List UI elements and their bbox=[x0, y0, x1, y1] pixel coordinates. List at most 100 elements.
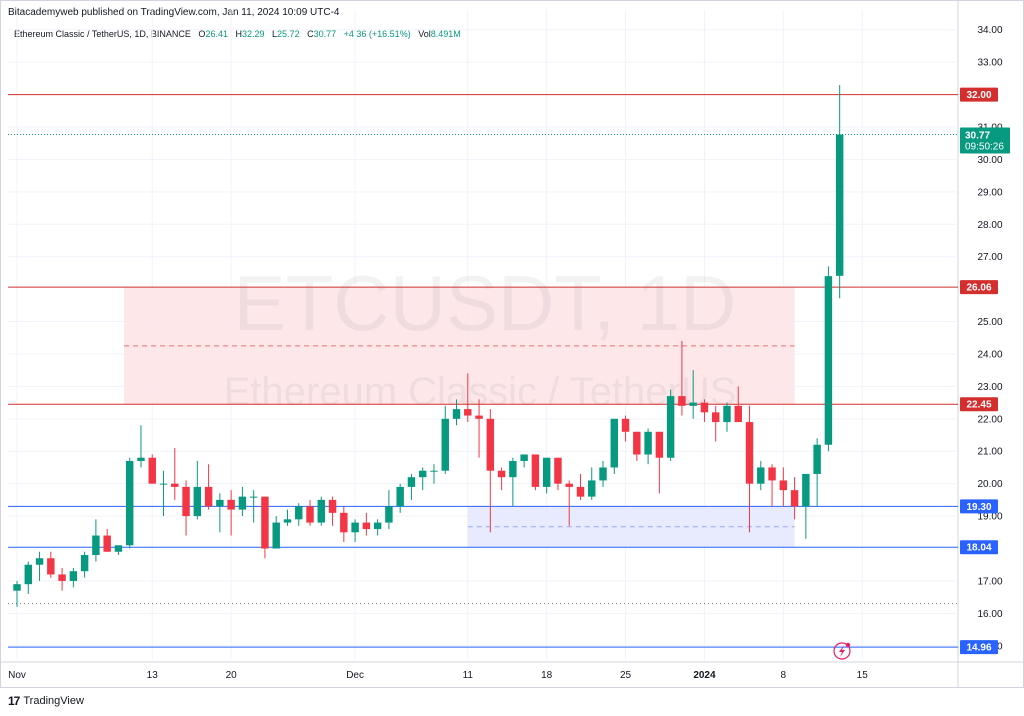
y-tick-label: 25.00 bbox=[977, 317, 1002, 328]
candle-down bbox=[261, 496, 269, 549]
candle-down bbox=[745, 422, 754, 484]
candle-down bbox=[58, 574, 66, 581]
candle-down bbox=[655, 431, 664, 458]
brand-name: TradingView bbox=[23, 695, 84, 707]
y-tick-label: 27.00 bbox=[977, 252, 1002, 263]
candle-up bbox=[813, 444, 821, 474]
candle-down bbox=[171, 483, 179, 487]
y-tick-label: 28.00 bbox=[977, 220, 1002, 231]
y-tick-label: 20.00 bbox=[977, 479, 1002, 490]
candle-down bbox=[711, 412, 720, 423]
last-price-badge bbox=[960, 127, 1010, 154]
candle-up bbox=[159, 483, 168, 485]
symbol-legend: Ethereum Classic / TetherUS, 1D, BINANCE… bbox=[14, 29, 461, 39]
candle-down bbox=[779, 480, 788, 491]
x-tick-label: Nov bbox=[8, 670, 26, 681]
legend-open-label: O bbox=[198, 29, 206, 39]
x-tick-label: Dec bbox=[346, 670, 364, 681]
x-tick-label: 25 bbox=[620, 670, 632, 681]
level-badge bbox=[960, 87, 998, 102]
x-tick-label: 20 bbox=[226, 670, 238, 681]
watermark-name: Ethereum Classic / TetherUS bbox=[224, 370, 737, 414]
candle-down bbox=[328, 499, 337, 513]
y-tick-label: 21.00 bbox=[977, 447, 1002, 458]
legend-volume: 8.491M bbox=[430, 29, 461, 39]
candle-down bbox=[565, 483, 573, 487]
candle-up bbox=[418, 470, 427, 478]
candle-up bbox=[723, 405, 731, 423]
y-tick-label: 17.00 bbox=[977, 576, 1002, 587]
candle-up bbox=[599, 467, 607, 481]
tradingview-brand[interactable]: 17 TradingView bbox=[8, 694, 84, 708]
candle-up bbox=[272, 522, 280, 549]
candle-up bbox=[295, 506, 303, 520]
notification-dot-icon bbox=[845, 642, 851, 648]
candle-down bbox=[497, 470, 506, 478]
y-tick-label: 22.00 bbox=[977, 414, 1002, 425]
level-badge-label: 32.00 bbox=[966, 90, 991, 101]
x-tick-label: 18 bbox=[541, 670, 553, 681]
level-badge bbox=[960, 540, 998, 555]
watermark-symbol: ETCUSDT, 1D bbox=[234, 259, 737, 347]
x-tick-label: 11 bbox=[463, 670, 474, 681]
candle-down bbox=[306, 506, 314, 523]
candle-up bbox=[69, 571, 78, 581]
y-tick-label: 24.00 bbox=[977, 349, 1002, 360]
candle-down bbox=[227, 499, 235, 510]
candle-up bbox=[385, 506, 393, 523]
legend-open: 26.41 bbox=[205, 29, 228, 39]
y-tick-label: 30.00 bbox=[977, 155, 1002, 166]
x-tick-label: 13 bbox=[147, 670, 159, 681]
level-badge-label: 19.30 bbox=[966, 502, 991, 513]
y-tick-label: 16.00 bbox=[977, 609, 1002, 620]
candle-down bbox=[340, 512, 348, 533]
candle-up bbox=[92, 535, 100, 555]
legend-volume-label: Vol bbox=[418, 29, 431, 39]
lightning-icon bbox=[833, 642, 851, 660]
level-badge-label: 14.96 bbox=[966, 643, 991, 654]
candle-down bbox=[531, 454, 540, 487]
candle-down bbox=[475, 415, 483, 419]
candle-up bbox=[80, 555, 89, 572]
level-badge bbox=[960, 640, 998, 655]
countdown-label: 09:50:26 bbox=[965, 141, 1004, 152]
candle-up bbox=[24, 564, 33, 585]
lightning-bolt-icon bbox=[839, 645, 845, 657]
candle-up bbox=[824, 276, 833, 445]
publish-caption: Bitacademyweb published on TradingView.c… bbox=[8, 7, 340, 18]
last-price-label: 30.77 bbox=[965, 130, 990, 141]
legend-change: +4.36 (+16.51%) bbox=[343, 29, 411, 39]
candle-up bbox=[193, 486, 202, 517]
candle-up bbox=[689, 402, 697, 406]
candle-up bbox=[13, 584, 21, 591]
legend-high-label: H bbox=[235, 29, 242, 39]
candle-up bbox=[835, 134, 844, 276]
legend-low: 25.72 bbox=[277, 29, 300, 39]
candle-down bbox=[700, 402, 709, 413]
candle-up bbox=[520, 454, 528, 461]
candle-up bbox=[757, 467, 765, 484]
y-tick-label: 29.00 bbox=[977, 187, 1002, 198]
candle-down bbox=[182, 486, 190, 517]
candle-up bbox=[283, 519, 292, 523]
candle-down bbox=[486, 418, 495, 471]
legend-symbol[interactable]: Ethereum Classic / TetherUS, 1D, BINANCE bbox=[14, 29, 191, 39]
candle-down bbox=[554, 457, 562, 484]
legend-close: 30.77 bbox=[313, 29, 337, 39]
legend-close-label: C bbox=[307, 29, 314, 39]
candle-up bbox=[509, 460, 517, 478]
candle-up bbox=[452, 409, 461, 419]
candle-up bbox=[317, 499, 326, 523]
candle-up bbox=[249, 496, 258, 498]
candle-down bbox=[464, 409, 472, 416]
level-badge-label: 26.06 bbox=[966, 283, 991, 294]
candle-up bbox=[610, 418, 619, 468]
y-tick-label: 33.00 bbox=[977, 58, 1002, 69]
candle-down bbox=[47, 558, 55, 575]
candle-down bbox=[103, 535, 111, 552]
candle-up bbox=[351, 522, 359, 533]
candle-down bbox=[204, 486, 213, 507]
candle-up bbox=[35, 558, 44, 565]
level-badge bbox=[960, 499, 998, 514]
